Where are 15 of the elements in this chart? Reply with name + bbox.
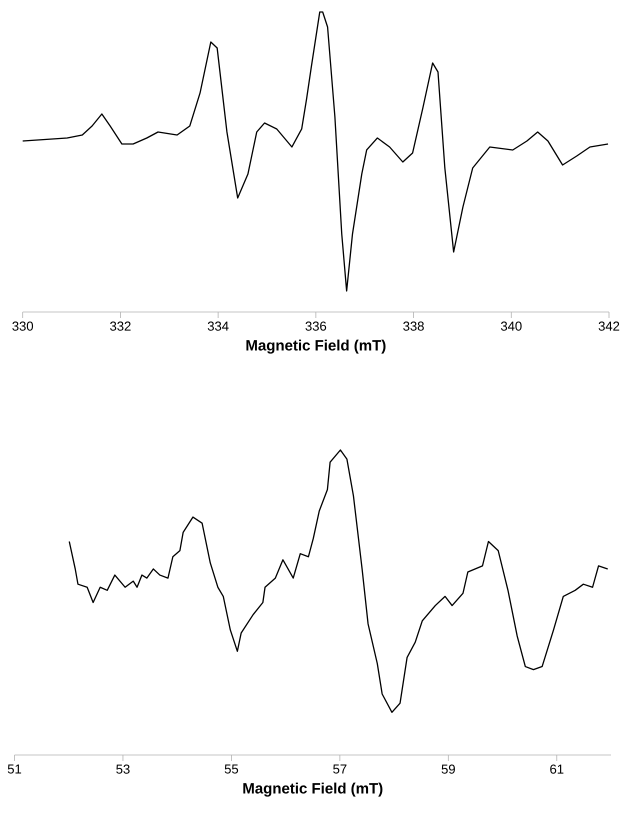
x-tick-label: 338 bbox=[403, 322, 424, 331]
x-tick-label: 51 bbox=[8, 764, 22, 774]
x-tick-label: 342 bbox=[598, 322, 620, 331]
x-tick-label: 332 bbox=[110, 322, 131, 331]
x-axis-title: Magnetic Field (mT) bbox=[246, 340, 386, 354]
x-tick-label: 57 bbox=[333, 764, 346, 774]
x-tick-label: 59 bbox=[442, 764, 455, 774]
x-tick-label: 53 bbox=[116, 764, 130, 774]
x-tick-label: 55 bbox=[224, 764, 238, 774]
x-tick-label: 340 bbox=[500, 322, 522, 331]
x-tick-label: 336 bbox=[306, 322, 326, 331]
x-axis-title: Magnetic Field (mT) bbox=[243, 782, 382, 797]
x-tick-label: 330 bbox=[12, 322, 34, 331]
x-tick-label: 61 bbox=[550, 764, 564, 774]
x-tick-label: 334 bbox=[208, 322, 229, 331]
